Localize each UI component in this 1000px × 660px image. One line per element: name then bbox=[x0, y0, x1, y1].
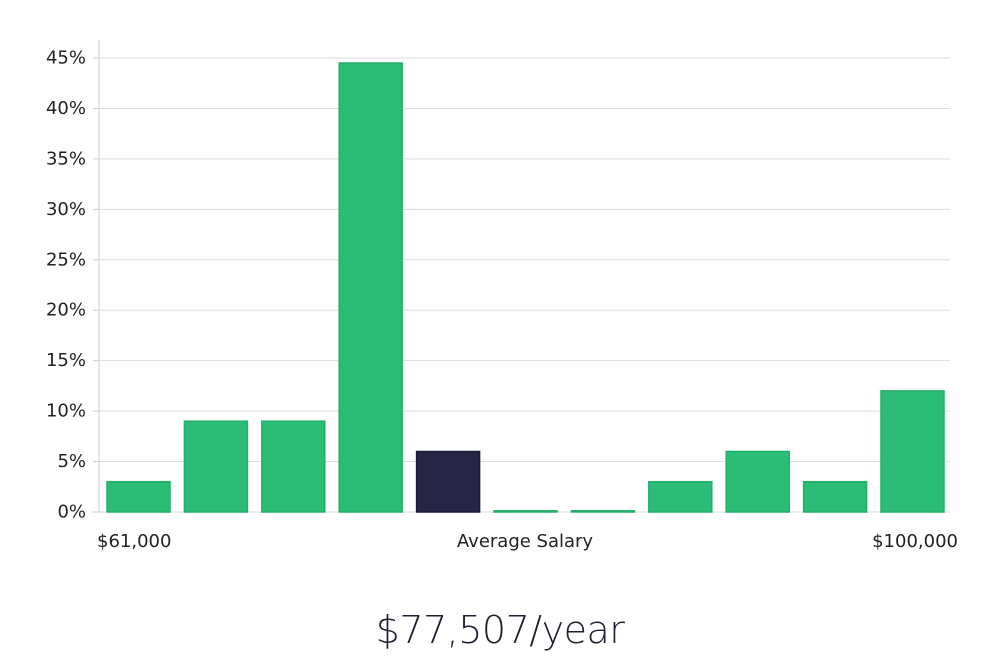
y-tick-label: 30% bbox=[46, 199, 86, 220]
bar bbox=[183, 420, 249, 513]
x-axis-label: Average Salary bbox=[457, 531, 594, 552]
average-salary-value: $77,507/year bbox=[375, 608, 625, 652]
bar bbox=[725, 450, 790, 513]
y-tick-label: 25% bbox=[46, 249, 86, 270]
y-tick-label: 40% bbox=[46, 98, 86, 119]
bar bbox=[570, 510, 636, 513]
y-axis-ticks: 0% 5% 10% 15% 20% 25% 30% 35% 40% 45% bbox=[46, 48, 99, 523]
bar bbox=[880, 390, 945, 513]
y-tick-label: 20% bbox=[46, 300, 86, 321]
y-tick-label: 5% bbox=[57, 451, 86, 472]
bar bbox=[106, 480, 171, 513]
y-tick-label: 45% bbox=[46, 48, 86, 69]
salary-histogram-chart: 0% 5% 10% 15% 20% 25% 30% 35% 40% 45% $61,000 Ave… bbox=[46, 40, 958, 552]
bar bbox=[493, 510, 558, 513]
y-tick-label: 15% bbox=[46, 350, 86, 371]
bar-highlight bbox=[415, 450, 481, 513]
bar bbox=[802, 480, 868, 513]
y-tick-label: 35% bbox=[46, 148, 86, 169]
x-max-label: $100,000 bbox=[872, 531, 958, 552]
bar bbox=[261, 420, 326, 513]
y-tick-label: 10% bbox=[46, 401, 86, 422]
x-min-label: $61,000 bbox=[97, 531, 171, 552]
bars bbox=[106, 62, 945, 513]
bar bbox=[648, 480, 713, 513]
bar bbox=[338, 62, 403, 513]
y-tick-label: 0% bbox=[57, 502, 86, 523]
